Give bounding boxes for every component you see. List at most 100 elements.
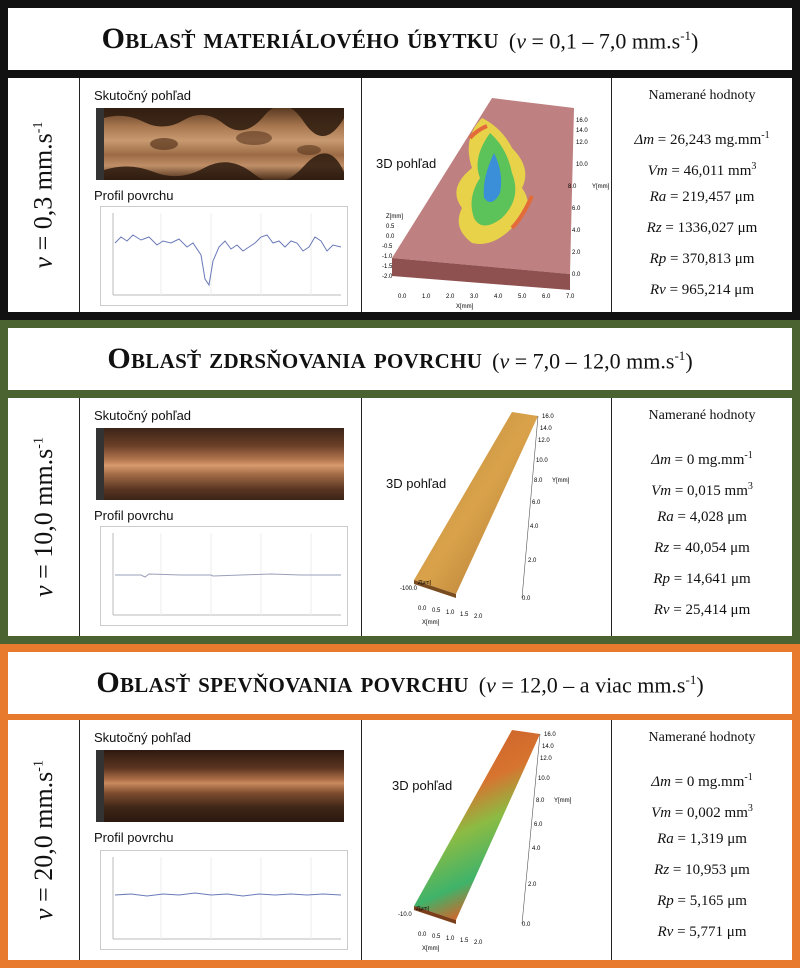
x-tick: 2.0 bbox=[474, 614, 483, 620]
y-tick: 16.0 bbox=[542, 414, 554, 420]
x-tick: 1.0 bbox=[422, 294, 431, 300]
section-material-loss: Oblasť materiálového úbytku (v = 0,1 – 7… bbox=[0, 0, 800, 320]
y-tick: 10.0 bbox=[538, 776, 550, 782]
section-content-row: v = 10,0 mm.s-1 Skutočný pohľad Profil p… bbox=[8, 398, 792, 636]
y-tick: 10.0 bbox=[536, 458, 548, 464]
value-vm: Vm = 46,011 mm3 bbox=[647, 161, 757, 179]
real-view-label: Skutočný pohľad bbox=[94, 730, 192, 745]
surface-photo bbox=[96, 428, 344, 500]
views-cell: Skutočný pohľad Profil povrchu bbox=[80, 78, 362, 312]
x-tick: 0.0 bbox=[398, 294, 407, 300]
x-tick: 6.0 bbox=[542, 294, 551, 300]
value-delta-m: Δm = 0 mg.mm-1 bbox=[651, 772, 753, 790]
y-tick: 0.0 bbox=[572, 272, 581, 278]
measured-values-heading: Namerané hodnoty bbox=[648, 88, 756, 103]
value-vm: Vm = 0,002 mm3 bbox=[651, 803, 753, 821]
x-tick: 1.5 bbox=[460, 938, 469, 944]
x-tick: 2.0 bbox=[474, 940, 483, 946]
x-tick: 0.5 bbox=[432, 608, 441, 614]
x-axis-label: X[mm] bbox=[422, 946, 440, 952]
x-tick: 7.0 bbox=[566, 294, 575, 300]
y-tick: 8.0 bbox=[568, 184, 577, 190]
value-delta-m: Δm = 0 mg.mm-1 bbox=[651, 450, 753, 468]
value-ra: Ra = 219,457 μm bbox=[649, 189, 755, 205]
view3d-label: 3D pohľad bbox=[386, 476, 447, 491]
y-tick: 0.0 bbox=[522, 596, 531, 602]
z-tick: 0.0 bbox=[386, 234, 395, 240]
value-ra: Ra = 4,028 μm bbox=[657, 509, 747, 525]
y-tick: 4.0 bbox=[530, 524, 539, 530]
y-tick: 10.0 bbox=[576, 162, 588, 168]
y-tick: 4.0 bbox=[572, 228, 581, 234]
section-title-bar: Oblasť materiálového úbytku (v = 0,1 – 7… bbox=[8, 8, 792, 70]
z-axis-label: Z[mm] bbox=[386, 214, 403, 220]
section-content-row: v = 0,3 mm.s-1 Skutočný pohľad Profil po… bbox=[8, 78, 792, 312]
y-tick: 14.0 bbox=[576, 128, 588, 134]
x-axis-label: X[mm] bbox=[422, 620, 440, 626]
z-tick: -2.0 bbox=[382, 274, 393, 280]
surface-profile-plot bbox=[100, 850, 348, 950]
value-rv: Rv = 5,771 μm bbox=[657, 924, 747, 940]
section-title-bar: Oblasť spevňovania povrchu (v = 12,0 – a… bbox=[8, 652, 792, 714]
y-tick: 2.0 bbox=[528, 882, 537, 888]
x-tick: 0.0 bbox=[418, 932, 427, 938]
z-tick: -1.5 bbox=[382, 264, 393, 270]
z-tick: -1.0 bbox=[382, 254, 393, 260]
value-rz: Rz = 10,953 μm bbox=[654, 862, 750, 878]
speed-cell: v = 20,0 mm.s-1 bbox=[8, 720, 80, 960]
views-cell: Skutočný pohľad Profil povrchu bbox=[80, 720, 362, 960]
speed-cell: v = 0,3 mm.s-1 bbox=[8, 78, 80, 312]
speed-label: v = 0,3 mm.s-1 bbox=[28, 121, 58, 269]
view3d-cell: 3D pohľad 16.0 14.0 12.0 10.0 8.0 Y[mm] … bbox=[362, 398, 612, 636]
x-tick: 1.0 bbox=[446, 936, 455, 942]
speed-label: v = 20,0 mm.s-1 bbox=[28, 760, 58, 920]
x-tick: 0.5 bbox=[432, 934, 441, 940]
value-rp: Rp = 14,641 μm bbox=[653, 571, 751, 587]
surface-profile-plot bbox=[100, 526, 348, 626]
z-axis-label: Z[μm] bbox=[418, 580, 431, 586]
value-ra: Ra = 1,319 μm bbox=[657, 831, 747, 847]
z-tick: -0.5 bbox=[382, 244, 393, 250]
y-axis-label: Y[mm] bbox=[552, 478, 570, 484]
section-range: (v = 0,1 – 7,0 mm.s-1) bbox=[508, 27, 699, 53]
values-cell: Namerané hodnoty Δm = 0 mg.mm-1 Vm = 0,0… bbox=[612, 720, 792, 960]
values-list: Δm = 26,243 mg.mm-1 Vm = 46,011 mm3 Ra =… bbox=[612, 120, 792, 306]
y-tick: 16.0 bbox=[576, 118, 588, 124]
y-tick: 2.0 bbox=[572, 250, 581, 256]
value-rv: Rv = 25,414 μm bbox=[653, 602, 751, 618]
x-tick: 4.0 bbox=[494, 294, 503, 300]
y-tick: 8.0 bbox=[534, 478, 543, 484]
y-tick: 12.0 bbox=[576, 140, 588, 146]
value-delta-m: Δm = 26,243 mg.mm-1 bbox=[634, 130, 770, 148]
surface-3d-plot: 16.0 14.0 12.0 10.0 8.0 Y[mm] 6.0 4.0 2.… bbox=[398, 730, 572, 952]
surface-photo bbox=[96, 750, 344, 822]
y-tick: 6.0 bbox=[534, 822, 543, 828]
measured-values-heading: Namerané hodnoty bbox=[648, 408, 756, 423]
x-tick: 3.0 bbox=[470, 294, 479, 300]
y-tick: 14.0 bbox=[542, 744, 554, 750]
surface-photo bbox=[96, 108, 344, 180]
profile-label: Profil povrchu bbox=[94, 188, 174, 203]
y-axis-label: Y[mm] bbox=[554, 798, 572, 804]
value-rp: Rp = 370,813 μm bbox=[649, 251, 755, 267]
values-cell: Namerané hodnoty Δm = 0 mg.mm-1 Vm = 0,0… bbox=[612, 398, 792, 636]
real-view-label: Skutočný pohľad bbox=[94, 88, 192, 103]
section-title: Oblasť materiálového úbytku bbox=[101, 22, 499, 55]
section-hardening: Oblasť spevňovania povrchu (v = 12,0 – a… bbox=[0, 644, 800, 968]
values-list: Δm = 0 mg.mm-1 Vm = 0,015 mm3 Ra = 4,028… bbox=[612, 440, 792, 626]
x-tick: 1.0 bbox=[446, 610, 455, 616]
x-tick: 2.0 bbox=[446, 294, 455, 300]
speed-cell: v = 10,0 mm.s-1 bbox=[8, 398, 80, 636]
view3d-cell: 3D pohľad 16.0 14.0 12.0 10.0 8.0 Y[mm] … bbox=[362, 720, 612, 960]
value-rz: Rz = 40,054 μm bbox=[654, 540, 750, 556]
y-tick: 14.0 bbox=[540, 426, 552, 432]
surface-3d-plot: 16.0 14.0 12.0 10.0 8.0 Y[mm] 6.0 4.0 2.… bbox=[382, 98, 610, 310]
section-title: Oblasť spevňovania povrchu bbox=[96, 666, 469, 699]
y-tick: 2.0 bbox=[528, 558, 537, 564]
y-tick: 6.0 bbox=[572, 206, 581, 212]
y-axis-label: Y[mm] bbox=[592, 184, 610, 190]
section-title-bar: Oblasť zdrsňovania povrchu (v = 7,0 – 12… bbox=[8, 328, 792, 390]
section-range: (v = 7,0 – 12,0 mm.s-1) bbox=[492, 347, 693, 373]
x-tick: 1.5 bbox=[460, 612, 469, 618]
measured-values-heading: Namerané hodnoty bbox=[648, 730, 756, 745]
